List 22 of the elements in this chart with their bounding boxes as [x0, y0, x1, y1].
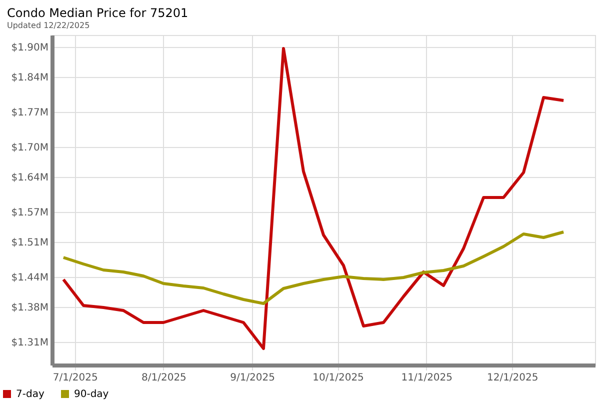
y-tick-label: $1.31M	[11, 338, 48, 348]
chart-title: Condo Median Price for 75201	[7, 6, 188, 20]
x-tick-label: 11/1/2025	[401, 372, 453, 384]
legend-label: 7-day	[16, 389, 44, 400]
legend-label: 90-day	[74, 389, 109, 400]
y-tick-label: $1.57M	[11, 208, 48, 218]
y-tick-label: $1.38M	[11, 302, 48, 314]
y-tick-label: $1.70M	[11, 142, 48, 154]
x-tick-label: 8/1/2025	[141, 372, 186, 384]
y-tick-label: $1.51M	[11, 238, 48, 248]
y-tick-label: $1.77M	[11, 108, 48, 118]
line-series	[62, 47, 566, 350]
x-tick-label: 10/1/2025	[312, 372, 364, 384]
x-tick-label: 7/1/2025	[52, 372, 98, 384]
chart-subtitle: Updated 12/22/2025	[7, 21, 90, 30]
y-tick-label: $1.64M	[11, 172, 48, 184]
y-tick-label: $1.84M	[11, 72, 48, 84]
x-tick-label: 12/1/2025	[486, 372, 538, 384]
y-tick-label: $1.44M	[11, 272, 48, 284]
y-tick-label: $1.90M	[11, 42, 48, 54]
x-tick-label: 9/1/2025	[230, 372, 276, 384]
line-series	[62, 230, 566, 305]
